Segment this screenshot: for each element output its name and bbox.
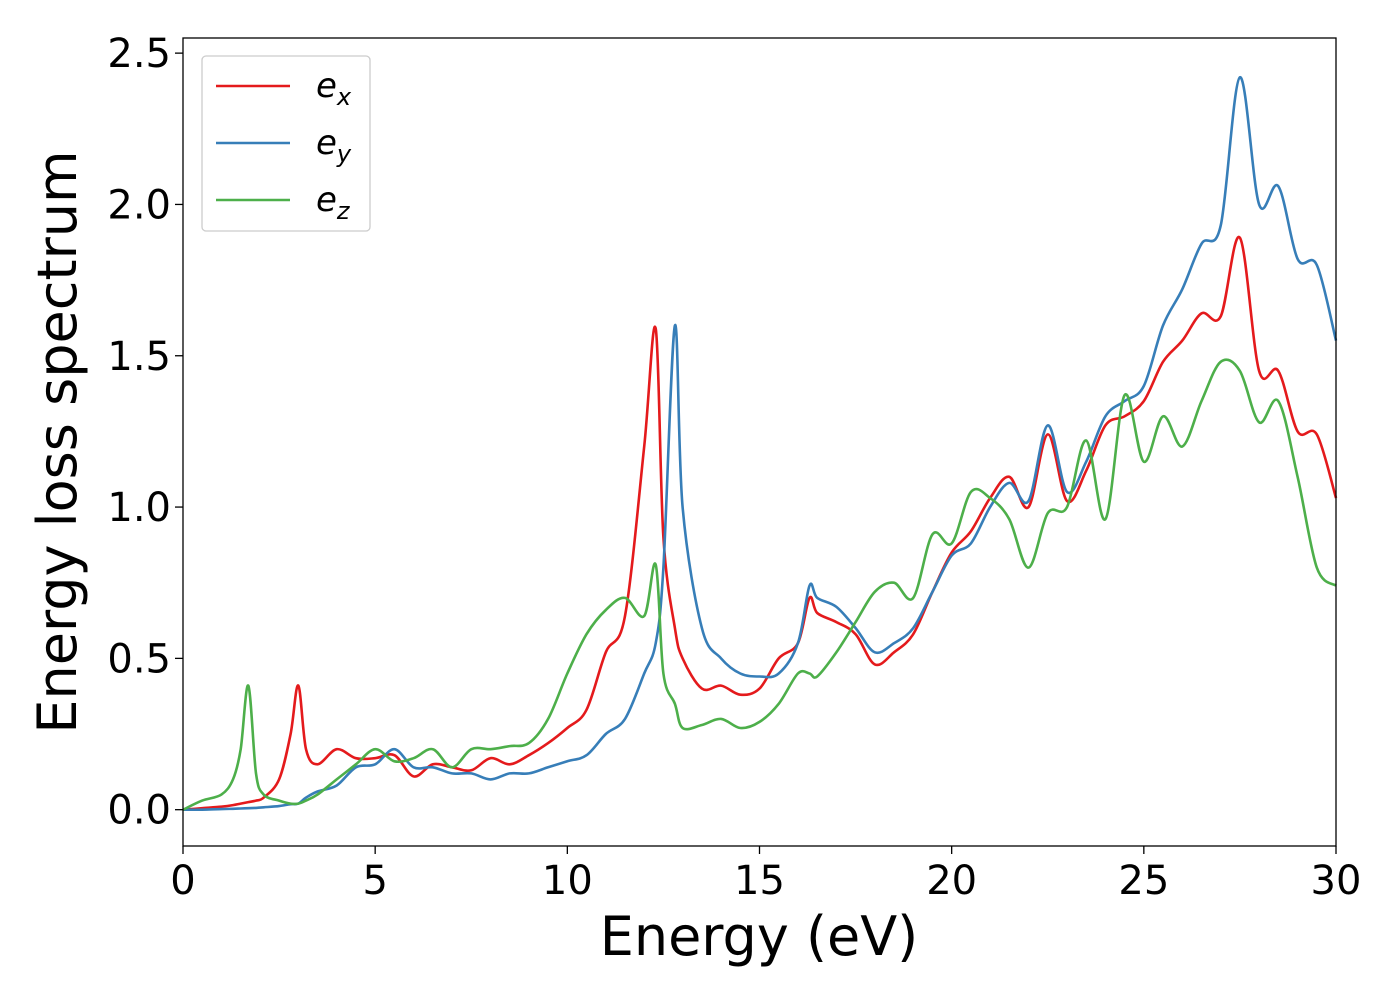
y-tick-label: 1.5 xyxy=(107,334,171,380)
x-tick-label: 30 xyxy=(1311,858,1362,904)
x-tick-label: 10 xyxy=(542,858,593,904)
legend-label-z: ez xyxy=(316,180,351,225)
legend-label-main: e xyxy=(316,66,337,106)
legend-label-subscript: x xyxy=(336,83,352,111)
x-tick-label: 25 xyxy=(1118,858,1169,904)
y-axis-label: Energy loss spectrum xyxy=(26,150,89,733)
plot-lines xyxy=(182,75,1338,812)
x-axis-ticks: 0 5 10 15 20 25 30 xyxy=(170,846,1361,904)
legend-label-main: e xyxy=(316,123,337,163)
y-tick-label: 0.5 xyxy=(107,636,171,682)
x-tick-label: 20 xyxy=(926,858,977,904)
x-tick-label: 15 xyxy=(734,858,785,904)
legend-label-main: e xyxy=(316,180,337,220)
legend-label-y: ey xyxy=(316,123,352,168)
x-axis-label: Energy (eV) xyxy=(600,905,919,968)
series-line-z xyxy=(182,358,1337,811)
series-line-x xyxy=(182,235,1338,811)
legend-label-x: ex xyxy=(316,66,352,111)
y-tick-label: 2.0 xyxy=(107,182,171,228)
legend-label-subscript: y xyxy=(336,140,352,168)
y-tick-label: 1.0 xyxy=(107,485,171,531)
y-tick-label: 2.5 xyxy=(107,31,171,77)
legend-label-subscript: z xyxy=(336,197,351,225)
x-tick-label: 0 xyxy=(170,858,195,904)
x-tick-label: 5 xyxy=(362,858,387,904)
y-tick-label: 0.0 xyxy=(107,788,171,834)
y-axis-ticks: 0.0 0.5 1.0 1.5 2.0 2.5 xyxy=(107,31,183,834)
